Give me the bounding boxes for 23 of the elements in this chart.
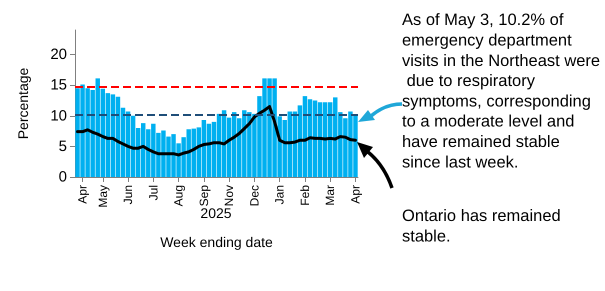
text: As of May 3, 10.2% of emergency department visits in the Northeast were due to respiratory symptoms, corresponding to a moderate level and have remained stable since last week. <box>402 11 600 172</box>
x-tick-label: Apr <box>348 185 362 204</box>
x-tick-label: Aug <box>172 185 186 206</box>
x-tick-label: Jul <box>146 185 160 200</box>
x-tick-label: Apr <box>76 185 90 204</box>
x-axis-title: Week ending date <box>160 234 274 250</box>
line-series <box>76 105 357 156</box>
x-tick-label: Sep <box>196 184 211 206</box>
text: 2025 <box>200 205 232 221</box>
y-tick-label: 0 <box>58 168 67 186</box>
text: Ontario has remained stable. <box>402 207 566 246</box>
y-tick-label: 15 <box>50 76 67 94</box>
y-tick-label: 20 <box>50 46 67 63</box>
x-tick-label: Nov <box>222 185 236 206</box>
x-tick-label: Jan <box>272 185 287 204</box>
y-tick-label: 5 <box>58 138 67 155</box>
x-tick-label: Dec <box>247 185 262 206</box>
y-axis-title: Percentage <box>15 67 31 140</box>
x-tick-label: Jun <box>121 185 136 204</box>
x-tick-label: Mar <box>323 185 338 206</box>
x-tick-label: Feb <box>298 184 312 206</box>
x-tick-label: May <box>96 185 110 208</box>
y-tick-label: 10 <box>50 107 67 124</box>
